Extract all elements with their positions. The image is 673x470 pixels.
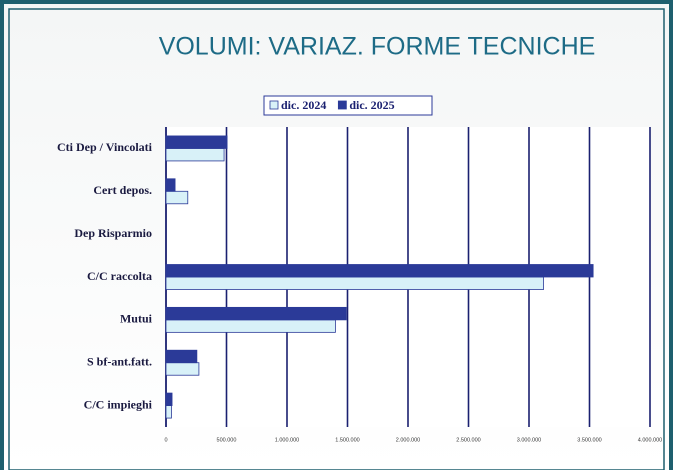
bar [165, 190, 189, 205]
legend-box [263, 95, 433, 116]
bar [165, 264, 594, 278]
x-tick-label: 3.500.000 [577, 437, 601, 443]
bar [165, 276, 544, 290]
y-tick-label: Mutui [120, 312, 153, 326]
legend-label: dic. 2025 [349, 98, 394, 112]
y-tick-label: Cti Dep / Vincolati [57, 140, 153, 154]
y-tick-label: C/C impieghi [84, 397, 153, 411]
bar [165, 392, 173, 406]
x-tick-label: 2.000.000 [396, 437, 420, 443]
bar [165, 306, 347, 321]
x-tick-label: 4.000.000 [638, 437, 662, 443]
y-tick-label: Cert depos. [93, 183, 152, 197]
bar [165, 362, 200, 376]
y-tick-label: Dep Risparmio [74, 226, 152, 240]
legend-label: dic. 2024 [281, 98, 326, 112]
legend-swatch [269, 100, 279, 110]
x-tick-label: 3.000.000 [517, 437, 541, 443]
bar [165, 178, 176, 192]
bar [165, 405, 172, 419]
chart-title: VOLUMI: VARIAZ. FORME TECNICHE [159, 33, 596, 61]
inner-frame [8, 8, 665, 470]
x-tick-label: 500.000 [217, 437, 237, 443]
x-tick-label: 1.000.000 [275, 437, 299, 443]
y-tick-label: S bf-ant.fatt. [87, 354, 152, 368]
bar [165, 135, 228, 149]
bar [165, 349, 198, 364]
x-tick-label: 0 [164, 437, 167, 443]
x-tick-label: 2.500.000 [456, 437, 480, 443]
bar [165, 148, 225, 162]
bar [165, 319, 336, 333]
x-tick-label: 1.500.000 [335, 437, 359, 443]
y-tick-label: C/C raccolta [87, 269, 152, 283]
legend-swatch [337, 100, 347, 110]
